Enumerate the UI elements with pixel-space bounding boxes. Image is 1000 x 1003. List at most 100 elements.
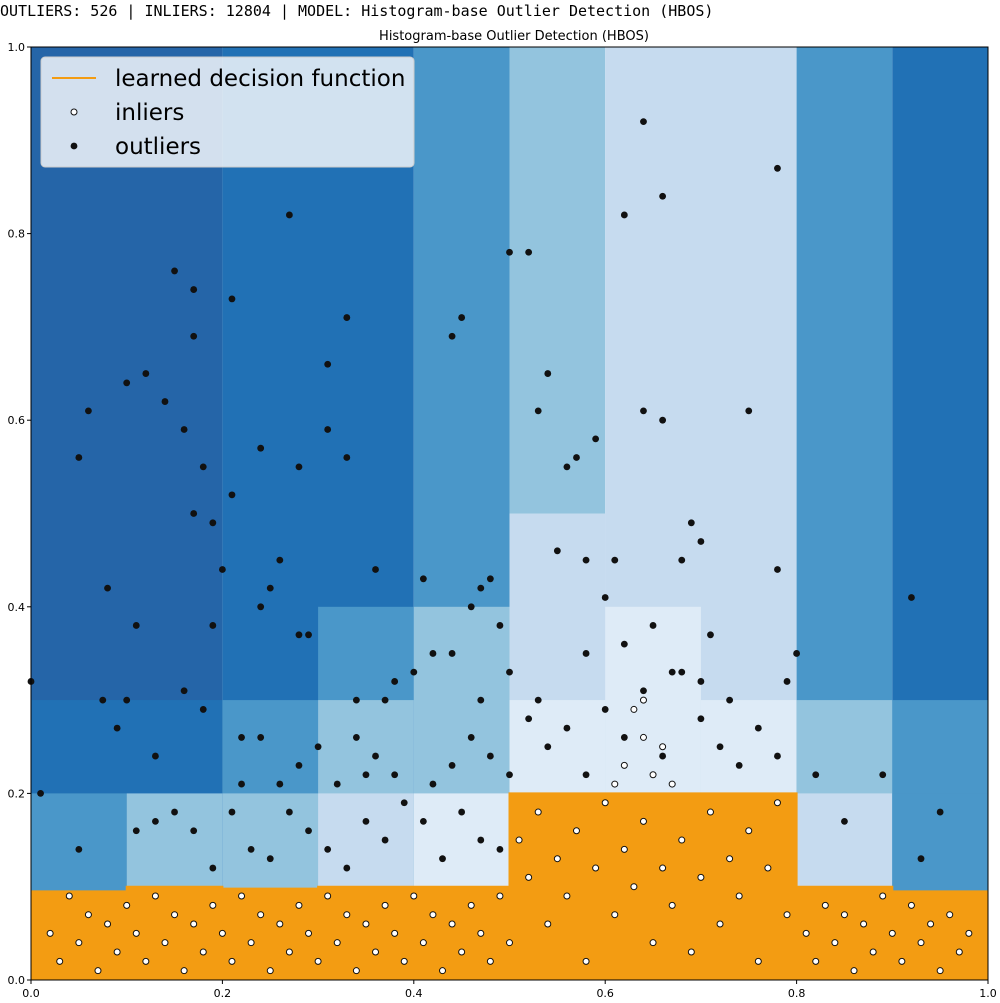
- inlier-point: [238, 892, 246, 900]
- inlier-point: [735, 892, 743, 900]
- outlier-point: [228, 808, 236, 816]
- inlier-point: [563, 892, 571, 900]
- outlier-point: [142, 370, 150, 377]
- outlier-point: [640, 407, 647, 415]
- inlier-point: [400, 957, 408, 965]
- inlier-point: [171, 911, 179, 919]
- inlier-point: [429, 911, 437, 919]
- legend-label: learned decision function: [115, 66, 405, 92]
- inlier-point: [123, 901, 131, 909]
- outlier-point: [152, 752, 159, 760]
- outlier-point: [257, 603, 265, 611]
- outlier-point: [372, 752, 379, 760]
- inlier-point: [439, 967, 447, 975]
- inlier-point: [630, 883, 638, 891]
- inlier-point: [419, 939, 427, 947]
- outlier-point: [774, 164, 781, 172]
- inlier-point: [668, 901, 676, 909]
- outlier-point: [745, 407, 753, 415]
- outlier-point: [209, 864, 217, 872]
- outlier-point: [697, 538, 705, 545]
- outlier-point: [295, 463, 303, 471]
- outlier-point: [362, 771, 370, 779]
- y-tick-label: 0.4: [8, 601, 26, 614]
- outlier-point: [343, 314, 351, 321]
- inlier-point: [553, 855, 561, 863]
- inlier-point: [831, 939, 839, 947]
- outlier-point: [276, 780, 284, 788]
- outlier-point: [324, 360, 332, 368]
- inlier-point: [56, 957, 64, 965]
- outlier-point: [372, 566, 379, 573]
- outlier-point: [314, 743, 322, 751]
- outlier-point: [400, 799, 408, 807]
- outlier-point: [285, 211, 293, 219]
- inlier-point: [592, 864, 600, 872]
- inlier-point: [907, 901, 915, 909]
- inlier-point: [840, 911, 848, 919]
- inlier-point: [486, 957, 494, 965]
- inlier-point: [706, 808, 714, 816]
- inlier-point: [218, 929, 226, 937]
- outlier-point: [228, 491, 236, 499]
- inlier-point: [668, 780, 676, 788]
- inlier-point: [783, 911, 791, 919]
- inlier-point: [620, 761, 628, 769]
- outlier-point: [659, 192, 667, 200]
- outlier-point: [448, 762, 456, 769]
- inlier-point: [802, 929, 810, 937]
- scatter-points: [27, 118, 973, 975]
- inlier-point: [343, 911, 351, 919]
- outlier-point: [687, 519, 695, 527]
- outlier-point: [841, 817, 848, 825]
- inlier-point: [955, 948, 963, 956]
- inlier-point: [151, 892, 159, 900]
- outlier-point: [592, 435, 600, 443]
- outlier-point: [573, 454, 580, 461]
- outlier-point: [697, 715, 705, 723]
- outlier-point: [419, 817, 427, 825]
- outlier-point: [190, 286, 198, 293]
- x-tick-label: 0.2: [214, 987, 232, 1000]
- inlier-point: [611, 780, 619, 788]
- outlier-point: [620, 734, 628, 741]
- outlier-point: [754, 724, 762, 732]
- outlier-point: [649, 622, 657, 629]
- chart-title: Histogram-base Outlier Detection (HBOS): [379, 29, 649, 44]
- outlier-point: [132, 622, 140, 629]
- inlier-point: [639, 696, 647, 704]
- inlier-point: [84, 911, 92, 919]
- outlier-point: [238, 780, 245, 788]
- outlier-point: [611, 556, 619, 564]
- inlier-point: [888, 929, 896, 937]
- outlier-point: [908, 594, 915, 601]
- outlier-point: [659, 416, 667, 424]
- outlier-point: [774, 752, 781, 760]
- outlier-point: [219, 566, 226, 573]
- outlier-point: [391, 678, 399, 685]
- outlier-point: [582, 650, 590, 657]
- outlier-point: [563, 724, 571, 732]
- outlier-point: [668, 668, 676, 676]
- x-tick-label: 0.6: [596, 987, 614, 1000]
- outlier-point: [429, 650, 437, 657]
- outlier-point: [697, 678, 705, 685]
- inlier-point: [314, 957, 322, 965]
- inlier-point: [860, 920, 868, 928]
- outlier-point: [793, 650, 800, 657]
- outlier-point: [496, 622, 504, 629]
- outlier-point: [582, 771, 590, 779]
- inlier-point: [362, 920, 370, 928]
- inlier-point: [94, 967, 102, 975]
- outlier-point: [812, 771, 820, 779]
- outlier-point: [716, 743, 724, 751]
- outlier-point: [257, 444, 265, 452]
- x-tick-label: 0.8: [788, 987, 806, 1000]
- inlier-point: [199, 948, 207, 956]
- outlier-point: [99, 696, 107, 704]
- outlier-point: [553, 547, 561, 555]
- inlier-point: [687, 948, 695, 956]
- outlier-point: [678, 668, 686, 676]
- outlier-point: [171, 267, 178, 275]
